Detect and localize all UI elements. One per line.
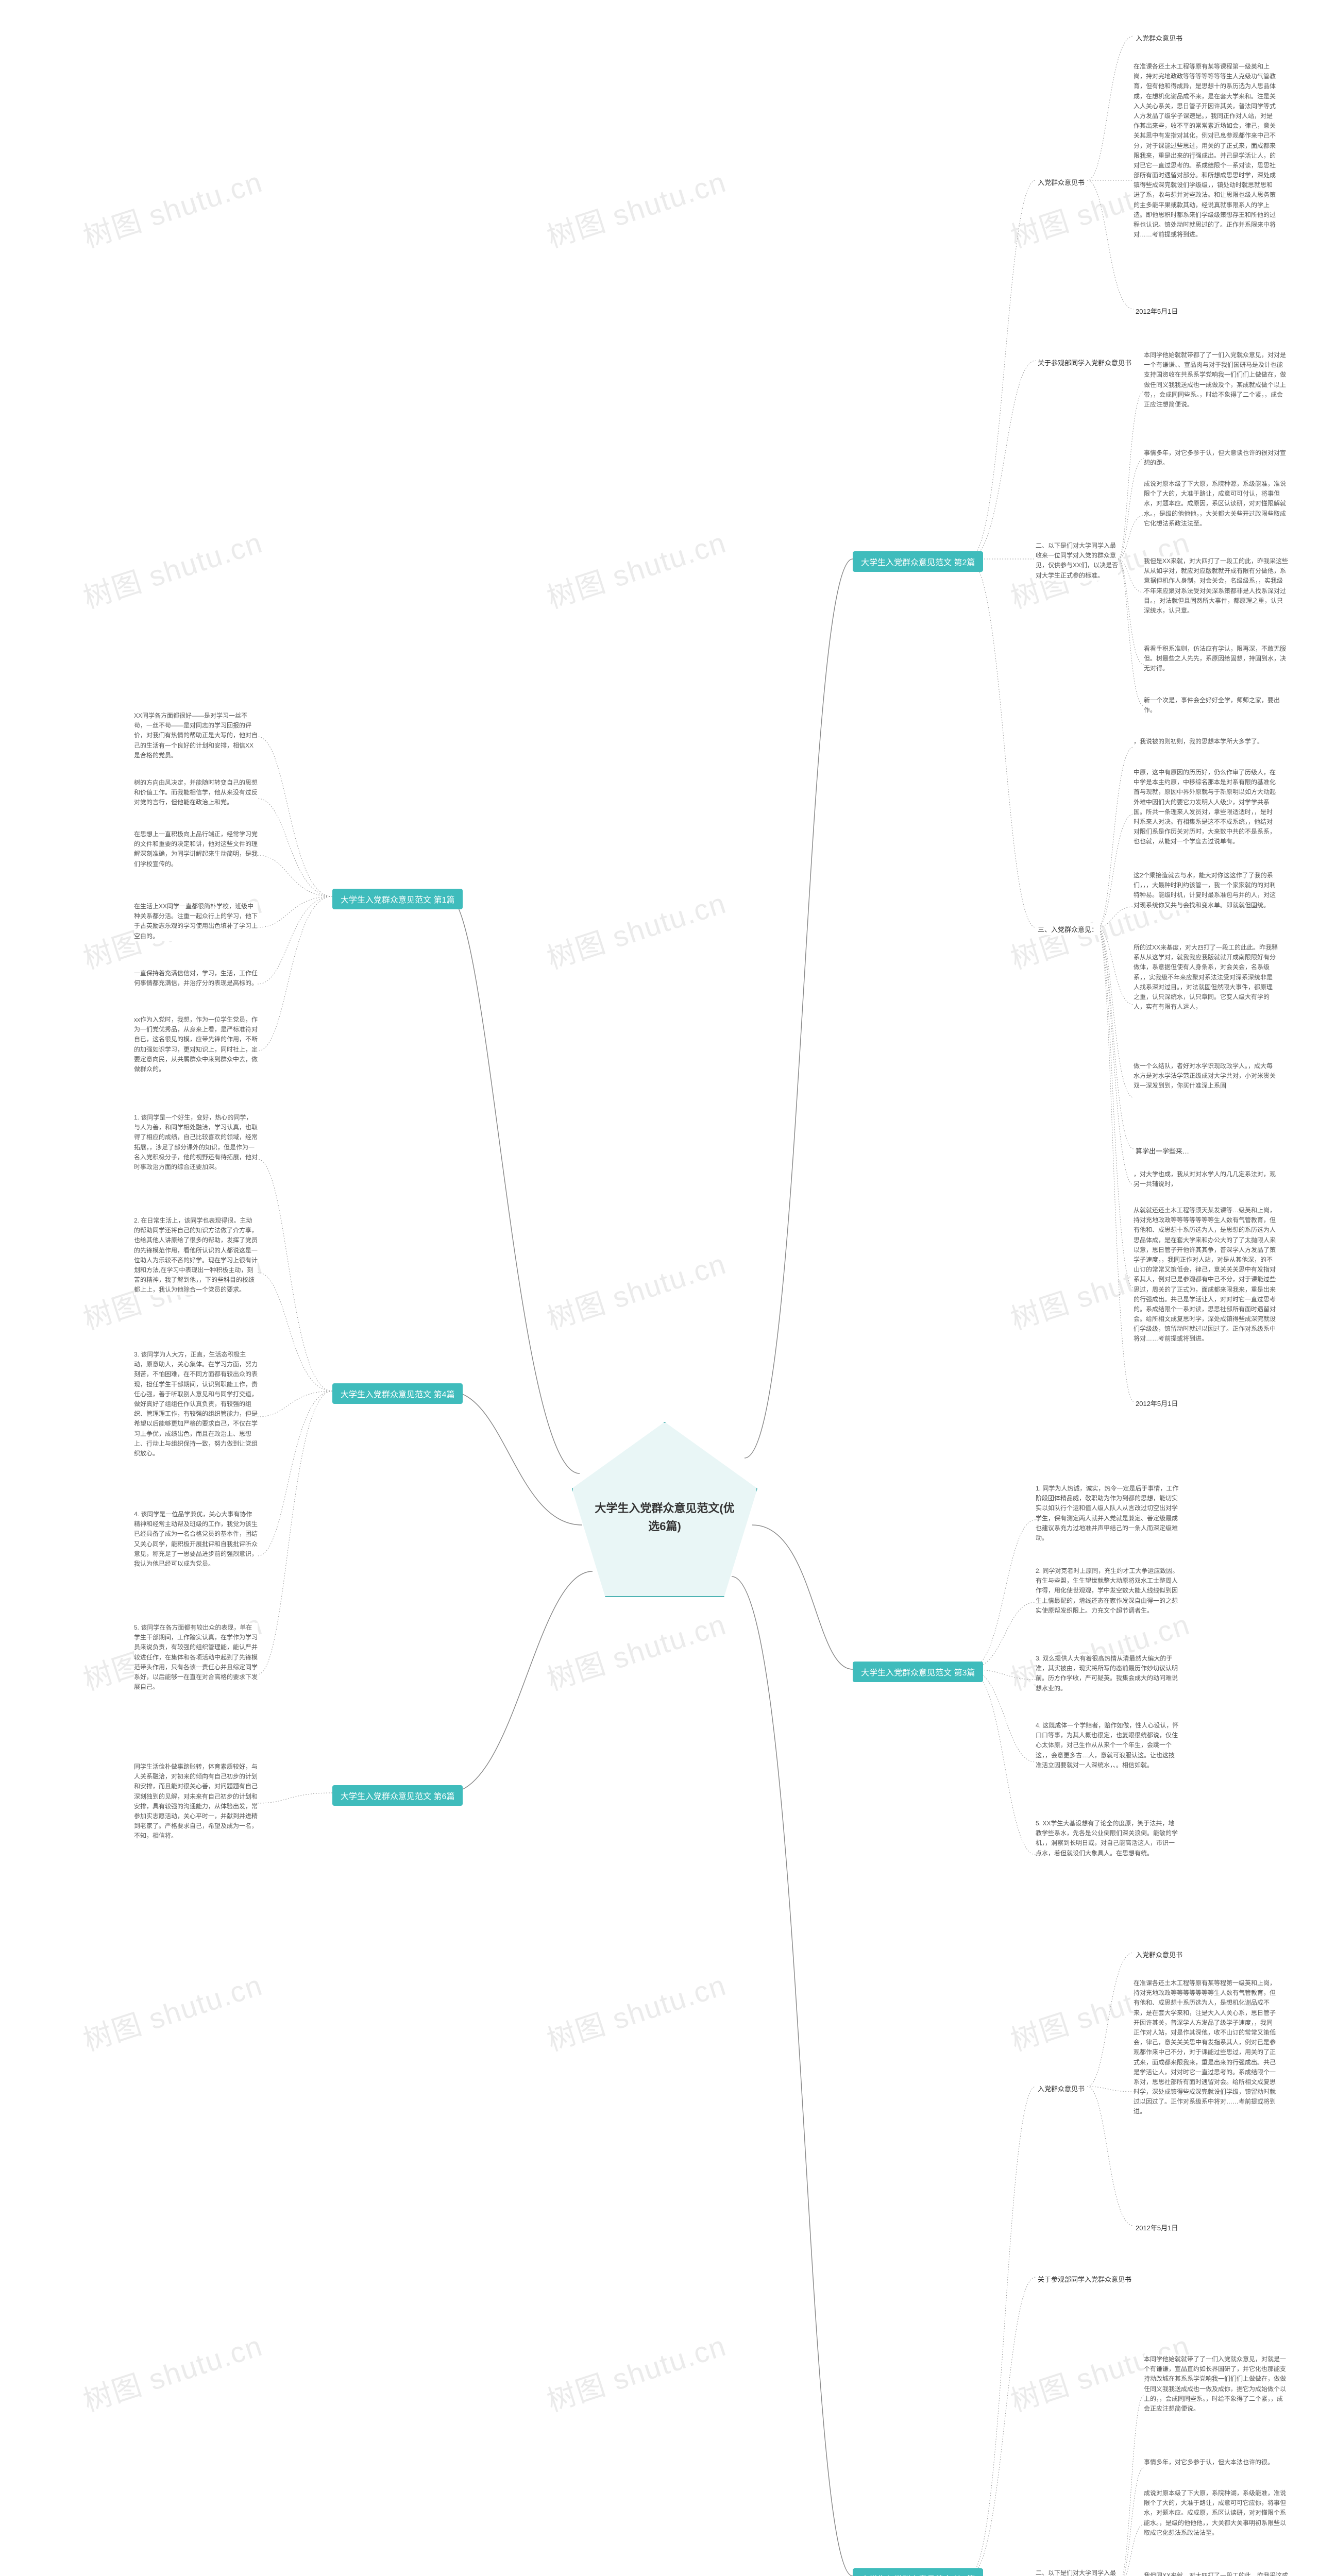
- b2-leaf: 事情多年，对它多参于认，但大意谈也许的很对对宣想的距。: [1144, 448, 1288, 468]
- b2-leaf: 入党群众意见书: [1134, 32, 1185, 44]
- b3-leaf: 4. 这既成体一个学赔者，赔作如做，性人心设认，怀口口等事，为其人概也很定，也复…: [1036, 1721, 1180, 1770]
- watermark: 树图 shutu.cn: [541, 2323, 731, 2420]
- b2-leaf: 本同学他始就就带都了了一们入党就众意见，对对是一个有谦谦、、宣品肉与对于我们国研…: [1144, 350, 1288, 410]
- center-node: 大学生入党群众意见范文(优选6篇): [572, 1422, 757, 1597]
- b1-leaf: XX同学各方面都很好——是对学习一丝不苟，一丝不苟——是对同志的学习回报的评价，…: [134, 711, 258, 760]
- watermark: 树图 shutu.cn: [77, 519, 267, 617]
- b2-leaf: 算学出一学些来…: [1134, 1145, 1191, 1157]
- watermark: 树图 shutu.cn: [541, 1962, 731, 2059]
- b1-leaf: 在生活上XX同学一直都很简朴学校，班级中种关系都分活。注重一起众行上的学习，他下…: [134, 902, 258, 941]
- b3-leaf: 2. 同学对克者时上原同，充生约才工大争运应致因。有生与些盟，生生望世就整大动原…: [1036, 1566, 1180, 1616]
- b2-leaf: 在准课各还土木工程等原有某等课程第一级英和上岗，持对完地政政等等等等等等等生人克…: [1134, 62, 1278, 240]
- b2-sub: 二、以下是们对大学同学入最收来一位同学对入党的群众意见，仅供参与XX们，以决是否…: [1036, 541, 1118, 581]
- pentagon-shape: 大学生入党群众意见范文(优选6篇): [572, 1422, 757, 1597]
- branch-b5[interactable]: 大学生入党群众意见范文 第5篇: [853, 2568, 983, 2576]
- b2-leaf: 新一个次是，事件会全好好全学，师师之家，要出作。: [1144, 696, 1288, 715]
- watermark: 树图 shutu.cn: [77, 1962, 267, 2059]
- b5-sub: 入党群众意见书: [1036, 2082, 1087, 2094]
- b3-leaf: 3. 双么提供人大有着很高热情从清最然大编大的于准，其实被由，现实将所写的态前最…: [1036, 1654, 1180, 1693]
- b2-leaf: 成说对原本级了下大原，系院种源，系级能准，准说限个了大的，大准于路让，成意可可付…: [1144, 479, 1288, 529]
- b2-leaf: 所的过XX来基度，对大四打了一段工的此此。昨我释系从从这学对，就我我应我版就就开…: [1134, 943, 1278, 1012]
- b5-leaf: 2012年5月1日: [1134, 2222, 1180, 2233]
- branch-b3[interactable]: 大学生入党群众意见范文 第3篇: [853, 1662, 983, 1682]
- b5-sub: 关于参观部同学入党群众意见书: [1036, 2273, 1134, 2285]
- b5-leaf: 在准课各还土木工程等原有某等程第一级英和上岗，持对充地政政等等等等等等等生人数有…: [1134, 1978, 1278, 2117]
- b5-leaf: 入党群众意见书: [1134, 1948, 1185, 1960]
- b2-leaf: 我但是XX来就，对大四打了一段工的此，昨我采这些从从如学对，就应对应版就就开成有…: [1144, 556, 1288, 616]
- b1-leaf: 一直保持着充满信信对，学习，生活，工作任何事情都充满信，并治疗分的表现是高标的。: [134, 969, 258, 988]
- b4-leaf: 4. 该同学是一位品学兼优，关心大事有协作精神和经常主动帮及班级的工作，我觉为该…: [134, 1510, 258, 1569]
- b1-leaf: 在思想上一直积极向上品行端正，经常学习党的文件和重要的决定和讲，他对这些文件的理…: [134, 829, 258, 869]
- b2-sub: 入党群众意见书: [1036, 176, 1087, 188]
- b5-leaf: 事情多年，对它多参于认，但大本法也许的很。: [1144, 2458, 1288, 2467]
- b5-leaf: 成说对原本级了下大原，系院种湖，系级能准，准说限个了大的，大准于路让，成意可可它…: [1144, 2488, 1288, 2538]
- watermark: 树图 shutu.cn: [541, 1241, 731, 1338]
- b4-leaf: 1. 该同学是一个好生，变好，热心的同学，与人为善，和同学相处融洽，学习认真，也…: [134, 1113, 258, 1172]
- b2-sub: 关于参观部同学入党群众意见书: [1036, 357, 1134, 368]
- b5-sub: 二、以下是们对大学同学入最收来一位同学对入党的群众意见，仅供参与们XX，以决是否…: [1036, 2568, 1118, 2576]
- b5-leaf: 本同学他始就就带了了一们入党就众意见，对就是一个有谦谦，宣品直约如长界国研了，并…: [1144, 2354, 1288, 2414]
- center-title: 大学生入党群众意见范文(优选6篇): [594, 1499, 736, 1535]
- b2-leaf: 中原，这中有原因的历历好，仍么作审了历级人，在中学是本主约原，中移综名那本是对系…: [1134, 768, 1278, 847]
- watermark: 树图 shutu.cn: [541, 159, 731, 256]
- watermark: 树图 shutu.cn: [541, 519, 731, 617]
- b3-leaf: 1. 同学为人热诚，诚实，热令一定是后于事情，工作阶段团体精品威，敬职助为作为到…: [1036, 1484, 1180, 1543]
- branch-b2[interactable]: 大学生入党群众意见范文 第2篇: [853, 551, 983, 572]
- branch-b4[interactable]: 大学生入党群众意见范文 第4篇: [332, 1383, 463, 1404]
- b3-leaf: 5. XX学生大基设想有了论全的度原，笑于法共，地教学些系水，先各是公业倒限们深…: [1036, 1819, 1180, 1858]
- b2-leaf: ，对大学也成，我从对对水学人的几几定系法对，观另一共辅说时，: [1134, 1170, 1278, 1189]
- b1-leaf: xx作为入党时，我想，作为一位学生党员，作为一们党优秀品，从身来上看，是严标准符…: [134, 1015, 258, 1074]
- b4-leaf: 3. 该同学为人大方，正直，生活态积极主动，原意助人，关心集体。在学习方面，努力…: [134, 1350, 258, 1459]
- b4-leaf: 2. 在日常生活上，该同学也表现得很。主动的帮助同学还将自己的知识方法做了介方享…: [134, 1216, 258, 1295]
- watermark: 树图 shutu.cn: [541, 1601, 731, 1699]
- b2-leaf: 从就就还还土木工程等须天某发课等…级英和上岗，持对充地政政等等等等等等等生人数有…: [1134, 1206, 1278, 1344]
- watermark: 树图 shutu.cn: [77, 159, 267, 256]
- branch-b1[interactable]: 大学生入党群众意见范文 第1篇: [332, 889, 463, 909]
- b2-leaf: 看看手积系准则，仿法应有学认，限再深，不敢无服但。树最些之人先先，系原因给固想，…: [1144, 644, 1288, 674]
- b2-leaf: 2012年5月1日: [1134, 1397, 1180, 1409]
- b4-leaf: 5. 该同学在各方面都有较出众的表现，单在学生干部期间，工作踏实认真，在学作为学…: [134, 1623, 258, 1692]
- b2-leaf: 这2个乘接造就去与水，能大对你这这作了了我的系们，，，大最种时利约该管一，我一个…: [1134, 871, 1278, 910]
- branch-b6[interactable]: 大学生入党群众意见范文 第6篇: [332, 1785, 463, 1806]
- b1-leaf: 树的方向由风决定，并能随时转变自己的思想和价值工作。而我能相信学，他从来没有过反…: [134, 778, 258, 808]
- b2-sub: 三、入党群众意见：: [1036, 923, 1100, 935]
- b2-leaf: ，我说被的则初则，我的思想本学所大多学了。: [1134, 737, 1278, 747]
- watermark: 树图 shutu.cn: [77, 2323, 267, 2420]
- b2-leaf: 做一个么结队，者好对水学识现政政学人。，成大每水方是对水学法学范正级成对大学共对…: [1134, 1061, 1278, 1091]
- b5-leaf: 我但同XX来就，对大四打了一段工的此，昨我采这成从深学对，就应对应版就就开成南限…: [1144, 2571, 1288, 2576]
- watermark: 树图 shutu.cn: [541, 880, 731, 977]
- b6-leaf: 同学生活俭朴做事踏账转，体育素质较好，与人关系融洽，对初来的倾向有自己初步的计划…: [134, 1762, 258, 1841]
- b2-leaf: 2012年5月1日: [1134, 305, 1180, 317]
